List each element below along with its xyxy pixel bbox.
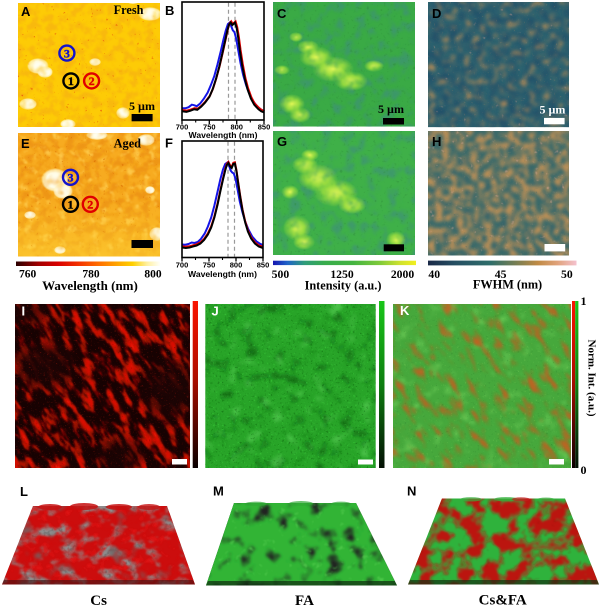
- svg-text:2: 2: [87, 198, 93, 212]
- svg-text:3: 3: [64, 46, 70, 60]
- svg-text:2000: 2000: [391, 268, 415, 281]
- svg-text:Wavelength (nm): Wavelength (nm): [42, 278, 138, 293]
- svg-text:5 µm: 5 µm: [378, 102, 404, 116]
- svg-text:850: 850: [257, 260, 270, 269]
- svg-text:0: 0: [581, 463, 587, 477]
- svg-text:1: 1: [68, 74, 74, 88]
- svg-text:780: 780: [82, 269, 100, 281]
- svg-text:D: D: [432, 6, 441, 21]
- svg-text:H: H: [432, 134, 441, 149]
- svg-text:Wavelength (nm): Wavelength (nm): [189, 130, 258, 140]
- svg-text:2: 2: [89, 74, 95, 88]
- svg-text:L: L: [20, 484, 28, 499]
- svg-text:760: 760: [19, 269, 37, 281]
- svg-text:G: G: [277, 134, 287, 149]
- svg-text:1: 1: [581, 294, 587, 308]
- svg-text:Cs: Cs: [90, 593, 107, 607]
- svg-text:FA: FA: [295, 593, 314, 607]
- svg-text:K: K: [400, 303, 410, 318]
- svg-text:45: 45: [495, 268, 507, 281]
- svg-text:800: 800: [230, 122, 243, 131]
- svg-text:5 µm: 5 µm: [539, 102, 565, 116]
- svg-text:800: 800: [230, 260, 243, 269]
- svg-text:Aged: Aged: [114, 137, 141, 151]
- svg-text:750: 750: [203, 260, 216, 269]
- svg-text:B: B: [165, 3, 174, 18]
- svg-text:1: 1: [68, 198, 74, 212]
- svg-text:E: E: [21, 136, 30, 151]
- svg-text:800: 800: [144, 269, 162, 281]
- svg-text:C: C: [277, 6, 287, 21]
- svg-text:Fresh: Fresh: [114, 3, 144, 17]
- svg-text:FWHM (nm): FWHM (nm): [473, 278, 542, 292]
- svg-text:5 µm: 5 µm: [129, 99, 155, 113]
- svg-text:F: F: [165, 136, 173, 151]
- svg-text:50: 50: [561, 268, 573, 281]
- svg-text:A: A: [21, 4, 31, 19]
- svg-text:40: 40: [428, 268, 440, 281]
- svg-text:Intensity (a.u.): Intensity (a.u.): [305, 279, 382, 293]
- svg-text:850: 850: [258, 122, 271, 131]
- svg-text:N: N: [407, 484, 416, 499]
- svg-text:I: I: [22, 304, 26, 319]
- svg-text:1250: 1250: [330, 268, 354, 281]
- svg-text:Cs&FA: Cs&FA: [479, 593, 527, 607]
- svg-text:Wavelength (nm): Wavelength (nm): [188, 269, 257, 279]
- svg-text:700: 700: [176, 260, 189, 269]
- svg-text:500: 500: [272, 268, 290, 281]
- svg-text:Norm. Int. (a.u.): Norm. Int. (a.u.): [586, 340, 598, 417]
- svg-text:M: M: [213, 484, 224, 499]
- svg-text:700: 700: [176, 122, 189, 131]
- svg-text:3: 3: [68, 171, 74, 185]
- svg-text:750: 750: [203, 122, 216, 131]
- svg-text:J: J: [212, 304, 219, 319]
